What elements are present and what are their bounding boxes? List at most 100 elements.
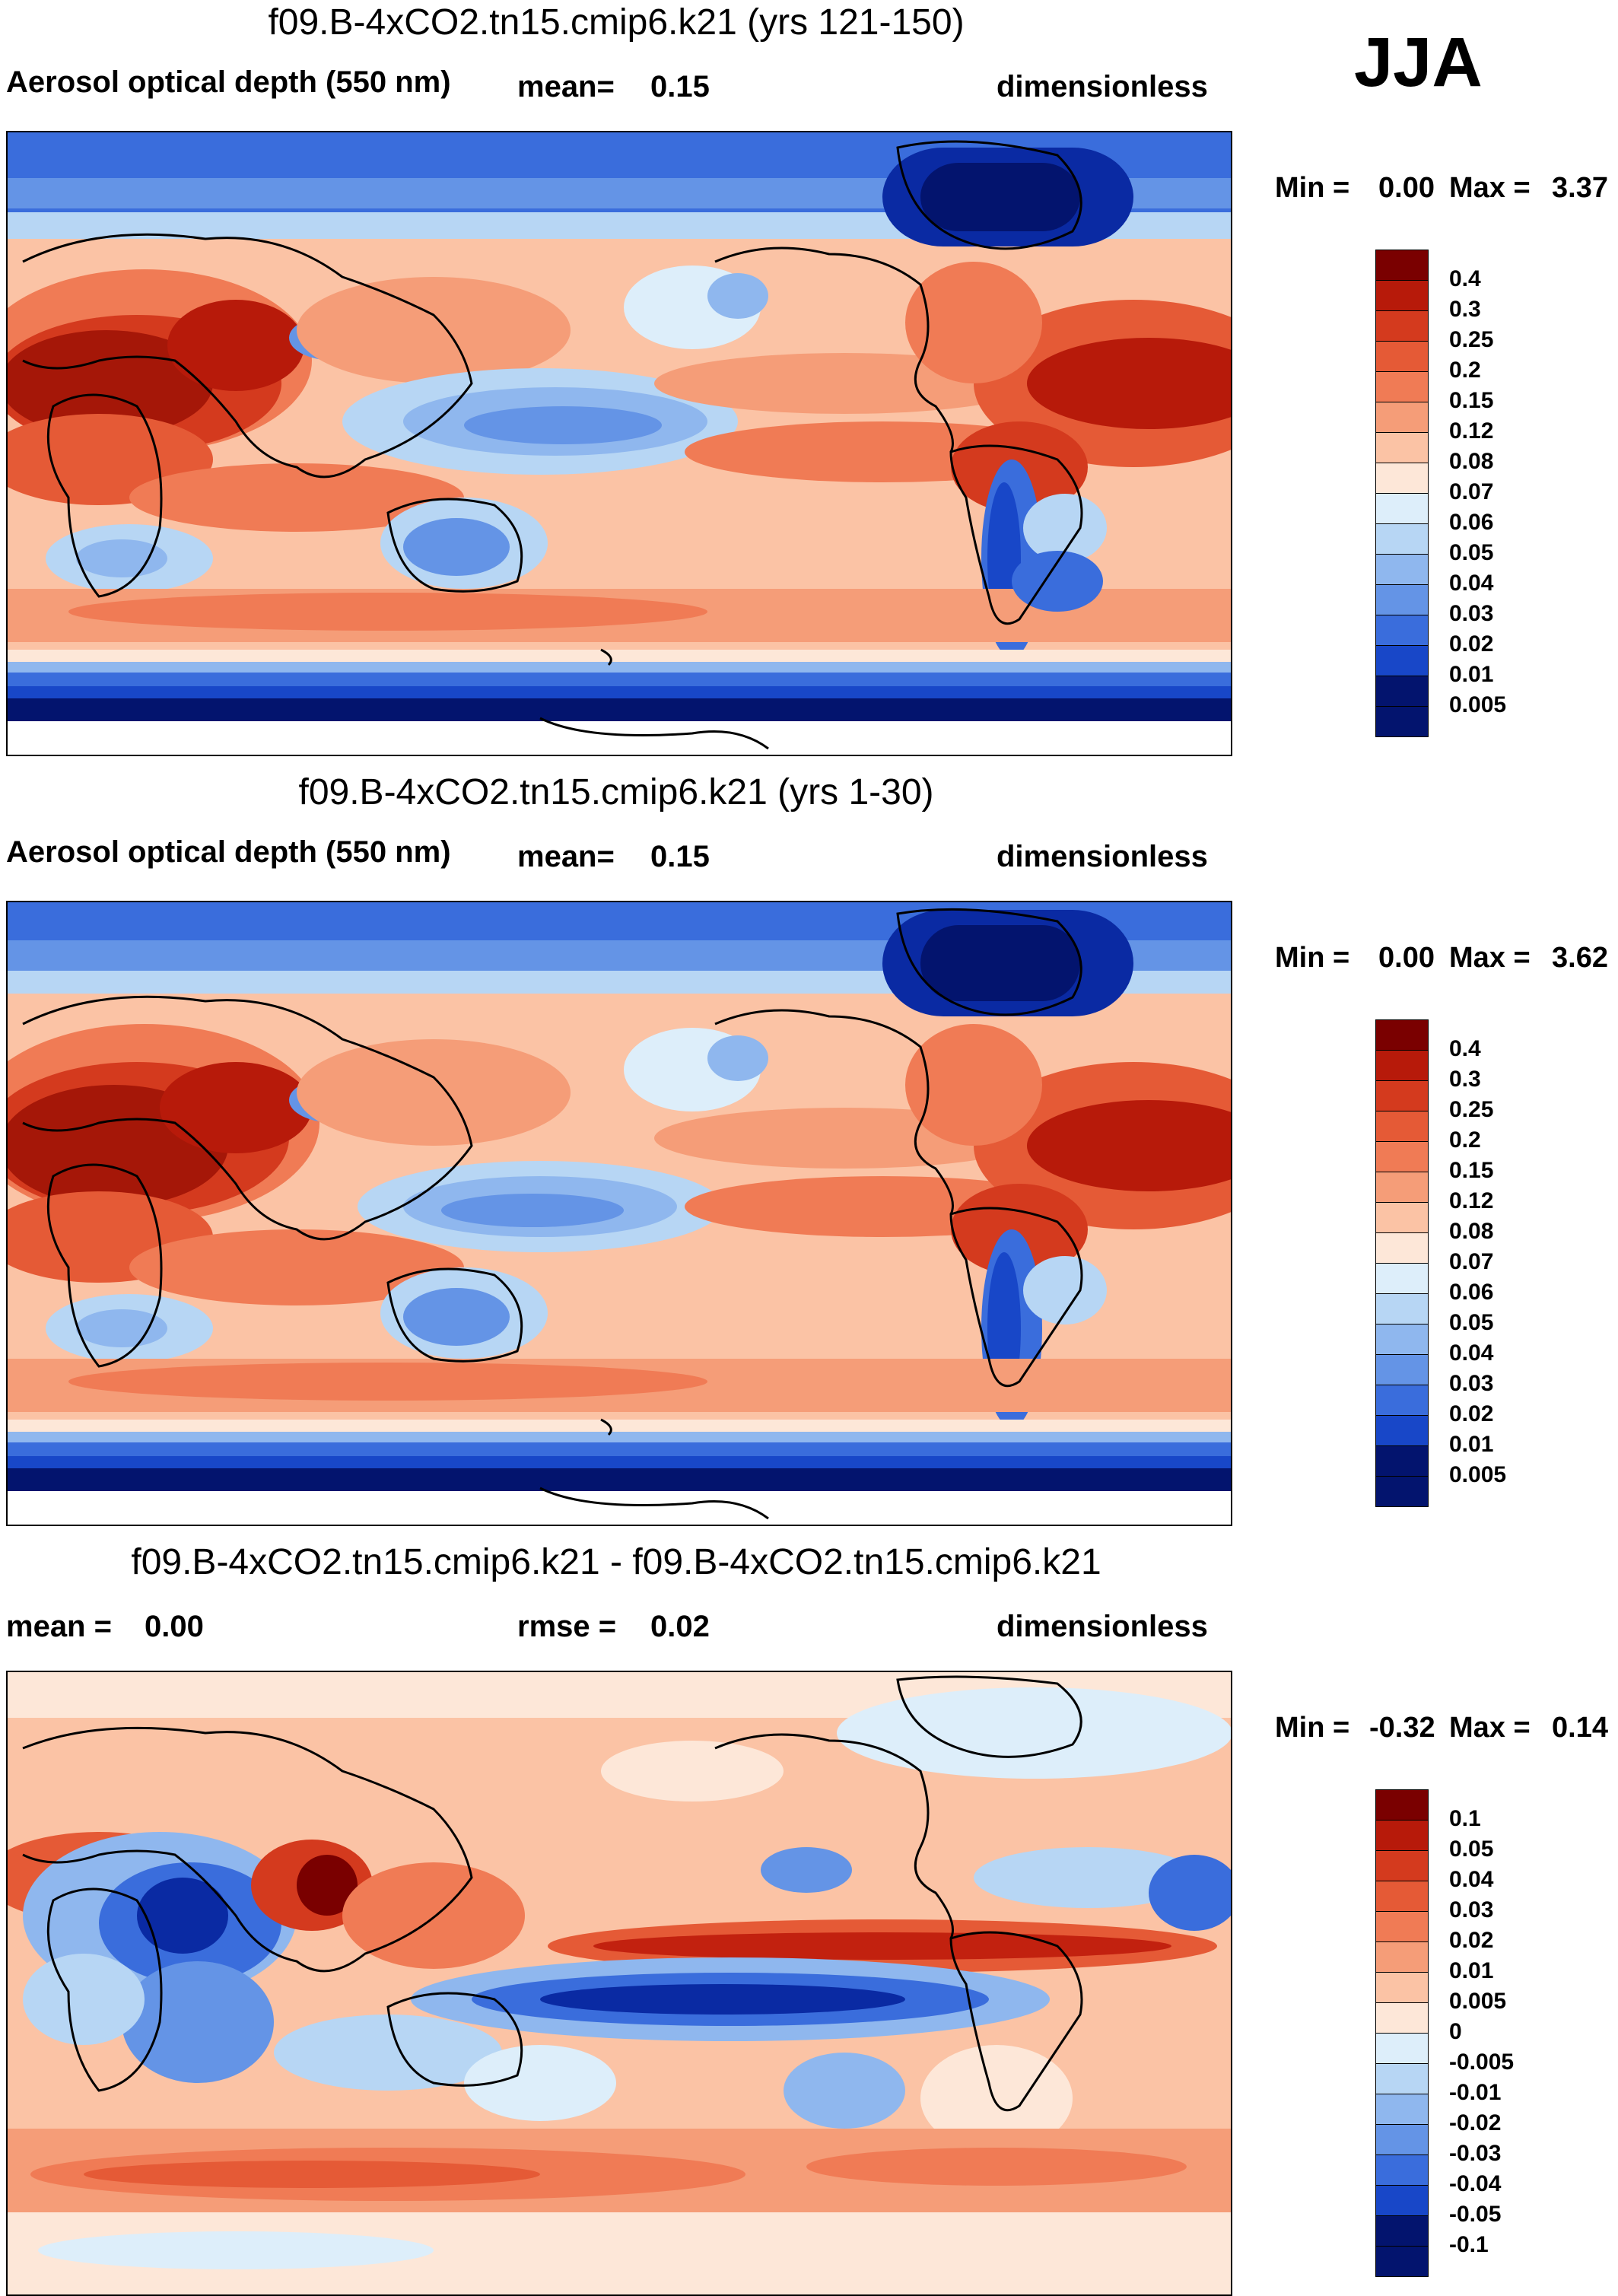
colorbar-tick-label: 0.07 — [1449, 479, 1494, 504]
colorbar-tick-label: 0.04 — [1449, 1340, 1494, 1366]
colorbar-tick-label: 0.12 — [1449, 418, 1494, 444]
panel-1-mean-label: mean= — [517, 70, 615, 103]
colorbar-tick-label: -0.02 — [1449, 2110, 1502, 2135]
colorbar-cell — [1375, 493, 1429, 524]
panel-2-min-label: Min = — [1275, 942, 1350, 974]
colorbar-cell — [1375, 1019, 1429, 1051]
colorbar-tick-label: 0.1 — [1449, 1806, 1481, 1831]
colorbar-tick-label: 0 — [1449, 2019, 1462, 2044]
colorbar-cell — [1375, 706, 1429, 737]
colorbar-cell — [1375, 645, 1429, 676]
colorbar-cell — [1375, 1202, 1429, 1233]
colorbar-cell — [1375, 615, 1429, 646]
panel-2-min-value: 0.00 — [1378, 942, 1435, 974]
panel-1-min-value: 0.00 — [1378, 172, 1435, 204]
colorbar-cell — [1375, 1172, 1429, 1203]
colorbar-cell — [1375, 2002, 1429, 2034]
colorbar-cell — [1375, 310, 1429, 342]
panel-3-map — [6, 1671, 1232, 2296]
colorbar-tick-label: -0.005 — [1449, 2050, 1515, 2075]
colorbar-tick-label: 0.05 — [1449, 1310, 1494, 1335]
panel-3-mean-label: mean = — [6, 1610, 112, 1643]
colorbar-cell — [1375, 402, 1429, 433]
panel-2-mean-value: 0.15 — [650, 840, 710, 873]
panel-3-max-label: Max = — [1449, 1712, 1531, 1744]
panel-2-variable-label: Aerosol optical depth (550 nm) — [6, 835, 451, 869]
panel-3-colorbar — [1375, 1789, 1429, 2277]
panel-1-title: f09.B-4xCO2.tn15.cmip6.k21 (yrs 121-150) — [268, 2, 965, 43]
colorbar-cell — [1375, 1415, 1429, 1446]
panel-3-title: f09.B-4xCO2.tn15.cmip6.k21 - f09.B-4xCO2… — [131, 1542, 1101, 1582]
colorbar-tick-label: 0.04 — [1449, 1867, 1494, 1892]
colorbar-cell — [1375, 2246, 1429, 2277]
panel-3-max-value: 0.14 — [1552, 1712, 1608, 1744]
colorbar-tick-label: 0.02 — [1449, 1401, 1494, 1426]
colorbar-cell — [1375, 2033, 1429, 2064]
colorbar-cell — [1375, 432, 1429, 463]
colorbar-cell — [1375, 1385, 1429, 1416]
colorbar-tick-label: 0.07 — [1449, 1249, 1494, 1274]
colorbar-tick-label: 0.005 — [1449, 692, 1507, 717]
colorbar-cell — [1375, 1141, 1429, 1172]
colorbar-cell — [1375, 1293, 1429, 1324]
season-label: JJA — [1354, 24, 1483, 101]
colorbar-cell — [1375, 2215, 1429, 2247]
colorbar-tick-label: 0.03 — [1449, 601, 1494, 626]
panel-1-map — [6, 131, 1232, 756]
panel-2-units: dimensionless — [997, 840, 1208, 873]
colorbar-tick-label: 0.04 — [1449, 571, 1494, 596]
colorbar-cell — [1375, 1232, 1429, 1264]
colorbar-tick-label: 0.08 — [1449, 449, 1494, 474]
colorbar-cell — [1375, 1789, 1429, 1821]
colorbar-cell — [1375, 1972, 1429, 2003]
colorbar-tick-label: 0.15 — [1449, 1158, 1494, 1183]
colorbar-tick-label: 0.01 — [1449, 1958, 1494, 1983]
colorbar-cell — [1375, 2063, 1429, 2094]
panel-1-mean-value: 0.15 — [650, 70, 710, 103]
colorbar-cell — [1375, 1324, 1429, 1355]
colorbar-tick-label: 0.4 — [1449, 1036, 1481, 1061]
colorbar-cell — [1375, 371, 1429, 402]
colorbar-tick-label: 0.25 — [1449, 1097, 1494, 1122]
colorbar-tick-label: 0.005 — [1449, 1462, 1507, 1487]
colorbar-cell — [1375, 1941, 1429, 1973]
colorbar-tick-label: 0.01 — [1449, 1432, 1494, 1457]
colorbar-tick-label: 0.2 — [1449, 1127, 1481, 1153]
panel-3-rmse-value: 0.02 — [650, 1610, 710, 1643]
panel-2-max-value: 3.62 — [1552, 942, 1608, 974]
colorbar-cell — [1375, 1080, 1429, 1111]
colorbar-tick-label: 0.12 — [1449, 1188, 1494, 1213]
colorbar-cell — [1375, 1354, 1429, 1385]
colorbar-tick-label: 0.03 — [1449, 1371, 1494, 1396]
colorbar-cell — [1375, 1820, 1429, 1851]
panel-2-title: f09.B-4xCO2.tn15.cmip6.k21 (yrs 1-30) — [298, 772, 934, 813]
colorbar-tick-label: 0.25 — [1449, 327, 1494, 352]
colorbar-cell — [1375, 341, 1429, 372]
colorbar-tick-label: 0.2 — [1449, 358, 1481, 383]
colorbar-tick-label: 0.3 — [1449, 1067, 1481, 1092]
panel-3-min-label: Min = — [1275, 1712, 1350, 1744]
panel-1-colorbar — [1375, 250, 1429, 737]
colorbar-cell — [1375, 584, 1429, 615]
panel-2-map — [6, 901, 1232, 1526]
colorbar-cell — [1375, 250, 1429, 281]
colorbar-tick-label: 0.01 — [1449, 662, 1494, 687]
colorbar-tick-label: 0.02 — [1449, 631, 1494, 657]
colorbar-tick-label: 0.06 — [1449, 510, 1494, 535]
colorbar-cell — [1375, 2185, 1429, 2216]
colorbar-tick-label: -0.04 — [1449, 2171, 1502, 2196]
panel-1-min-label: Min = — [1275, 172, 1350, 204]
colorbar-cell — [1375, 1911, 1429, 1942]
colorbar-cell — [1375, 1476, 1429, 1507]
colorbar-cell — [1375, 1263, 1429, 1294]
colorbar-tick-label: -0.05 — [1449, 2202, 1502, 2227]
colorbar-tick-label: 0.05 — [1449, 540, 1494, 565]
panel-3-units: dimensionless — [997, 1610, 1208, 1643]
colorbar-cell — [1375, 1050, 1429, 1081]
panel-2-colorbar — [1375, 1019, 1429, 1507]
panel-1-max-label: Max = — [1449, 172, 1531, 204]
colorbar-tick-label: 0.08 — [1449, 1219, 1494, 1244]
colorbar-cell — [1375, 1445, 1429, 1477]
colorbar-tick-label: 0.05 — [1449, 1836, 1494, 1862]
colorbar-tick-label: -0.01 — [1449, 2080, 1502, 2105]
